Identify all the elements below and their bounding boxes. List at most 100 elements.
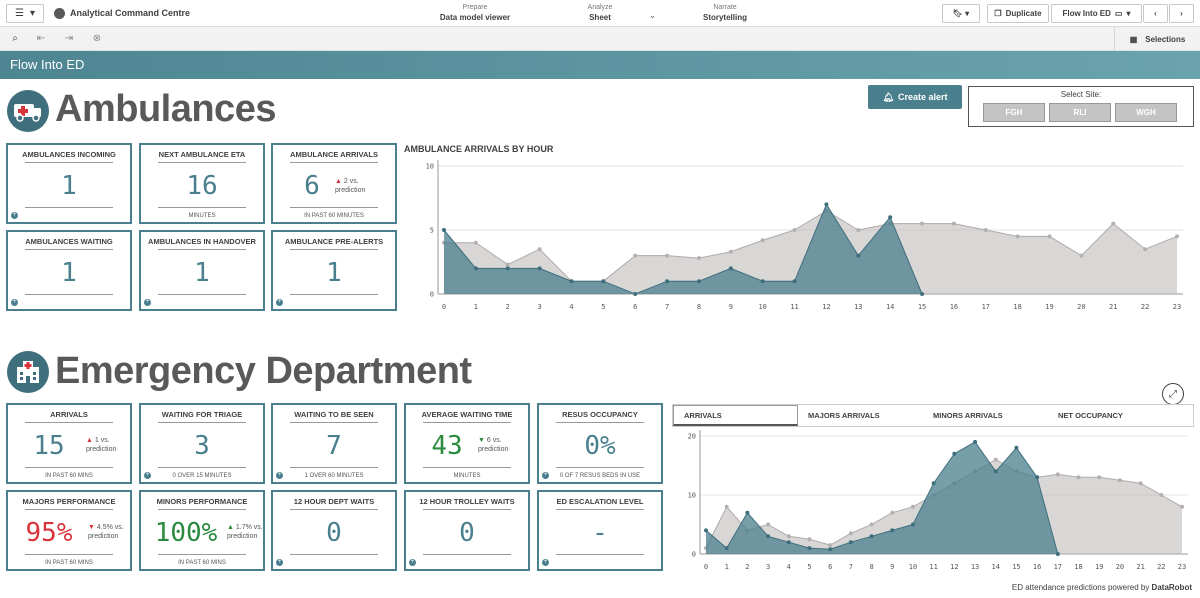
data-point-actual [505,266,510,271]
kpi-waiting-to-be-seen[interactable]: WAITING TO BE SEEN 7 1 OVER 60 MINUTES + [271,403,397,484]
chevron-down-icon: ▾ [29,8,35,19]
data-point-actual [569,279,574,284]
divider [158,467,246,468]
tab-majors-arrivals[interactable]: MAJORS ARRIVALS [808,411,880,420]
plus-icon[interactable]: + [276,299,283,306]
divider [158,422,246,423]
tab-minors-arrivals[interactable]: MINORS ARRIVALS [933,411,1003,420]
kpi-12-hour-dept-waits[interactable]: 12 HOUR DEPT WAITS 0 + [271,490,397,571]
x-tick-label: 4 [787,563,791,571]
kpi-waiting-for-triage[interactable]: WAITING FOR TRIAGE 3 0 OVER 15 MINUTES + [139,403,265,484]
data-point-actual [920,292,925,296]
mode-narrate[interactable]: Narrate Storytelling [672,3,778,24]
divider [158,554,246,555]
data-point-actual [1035,475,1040,480]
data-point-prediction [848,531,853,536]
plus-icon[interactable]: + [542,472,549,479]
mode-analyze[interactable]: Analyze Sheet ⌄ [538,3,662,30]
chevron-down-icon[interactable]: ⌄ [649,11,656,20]
data-point-actual [696,279,701,284]
plus-icon[interactable]: + [11,212,18,219]
duplicate-label: Duplicate [1005,9,1042,18]
plus-icon[interactable]: + [542,559,549,566]
data-point-prediction [1159,493,1164,497]
x-tick-label: 18 [1013,303,1021,311]
data-point-prediction [1180,504,1184,509]
kpi-ambulances-incoming[interactable]: AMBULANCES INCOMING 1 + [6,143,132,224]
plus-icon[interactable]: + [144,299,151,306]
x-tick-label: 9 [729,303,733,311]
divider [556,509,644,510]
divider [25,249,113,250]
site-option-wgh[interactable]: WGH [1115,103,1177,122]
data-point-actual [724,546,729,551]
divider [158,207,246,208]
expand-icon[interactable]: ⤢ [1162,383,1184,405]
step-back-icon[interactable]: ⇤ [36,33,46,44]
previous-sheet-button[interactable]: ‹ [1143,4,1168,23]
x-tick-label: 7 [849,563,853,571]
kpi-title: AMBULANCES WAITING [25,237,113,246]
site-option-rli[interactable]: RLI [1049,103,1111,122]
data-point-prediction [1047,234,1052,239]
kpi-ed-escalation-level[interactable]: ED ESCALATION LEVEL - + [537,490,663,571]
kpi-delta: ▼ 4.5% vs. prediction [88,523,124,541]
plus-icon[interactable]: + [144,472,151,479]
kpi-ambulance-arrivals[interactable]: AMBULANCE ARRIVALS 6 ▲ 2 vs. prediction … [271,143,397,224]
duplicate-button[interactable]: ❐ Duplicate [987,4,1049,23]
site-option-fgh[interactable]: FGH [983,103,1045,122]
data-point-actual [537,266,542,271]
selections-button[interactable]: ▦ Selections [1114,27,1200,51]
data-point-actual [910,522,915,527]
bell-icon: 🔔︎ [882,91,894,102]
kpi-title: MAJORS PERFORMANCE [22,497,116,506]
tab-arrivals[interactable]: ARRIVALS [673,405,798,426]
sheet-selector[interactable]: Flow Into ED ▭ ▾ [1051,4,1142,23]
kpi-title: MINORS PERFORMANCE [156,497,248,506]
plus-icon[interactable]: + [276,472,283,479]
x-tick-label: 16 [950,303,958,311]
kpi-title: AVERAGE WAITING TIME [421,410,513,419]
kpi-12-hour-trolley-waits[interactable]: 12 HOUR TROLLEY WAITS 0 + [404,490,530,571]
data-point-prediction [633,253,638,258]
data-point-prediction [1143,247,1148,252]
plus-icon[interactable]: + [276,559,283,566]
create-alert-button[interactable]: 🔔︎ Create alert [868,85,962,109]
step-forward-icon[interactable]: ⇥ [64,33,74,44]
kpi-ambulances-waiting[interactable]: AMBULANCES WAITING 1 + [6,230,132,311]
plus-icon[interactable]: + [11,299,18,306]
data-point-prediction [1076,475,1081,480]
kpi-value: 1 [61,171,77,201]
x-tick-label: 10 [758,303,766,311]
plus-icon[interactable]: + [409,559,416,566]
kpi-title: AMBULANCE PRE-ALERTS [284,237,384,246]
x-tick-label: 6 [633,303,637,311]
smart-search-icon[interactable]: ⌕ [12,33,18,44]
mode-prepare[interactable]: Prepare Data model viewer [420,3,530,24]
x-tick-label: 21 [1109,303,1117,311]
kpi-minors-performance[interactable]: MINORS PERFORMANCE 100% ▲ 1.7% vs. predi… [139,490,265,571]
kpi-ambulances-in-handover[interactable]: AMBULANCES IN HANDOVER 1 + [139,230,265,311]
app-title: Analytical Command Centre [70,8,191,18]
kpi-ambulance-pre-alerts[interactable]: AMBULANCE PRE-ALERTS 1 + [271,230,397,311]
selection-toolbar: ⌕ ⇤ ⇥ ⊗ ▦ Selections [0,27,1200,51]
data-point-actual [442,228,446,232]
next-sheet-button[interactable]: › [1169,4,1194,23]
kpi-value: 1 [61,258,77,288]
data-point-actual [601,279,606,284]
kpi-average-waiting-time[interactable]: AVERAGE WAITING TIME 43 ▼ 6 vs. predicti… [404,403,530,484]
navigation-menu-button[interactable]: ☰ ▾ [6,4,44,23]
divider [25,509,113,510]
kpi-majors-performance[interactable]: MAJORS PERFORMANCE 95% ▼ 4.5% vs. predic… [6,490,132,571]
kpi-arrivals[interactable]: ARRIVALS 15 ▲ 1 vs. prediction IN PAST 6… [6,403,132,484]
tab-net-occupancy[interactable]: NET OCCUPANCY [1058,411,1123,420]
kpi-resus-occupancy[interactable]: RESUS OCCUPANCY 0% 0 OF 7 RESUS BEDS IN … [537,403,663,484]
kpi-title: AMBULANCE ARRIVALS [290,150,378,159]
data-point-actual [1055,552,1060,556]
data-point-actual [888,215,893,220]
bookmark-button[interactable]: 🔖︎ ▾ [942,4,980,23]
clear-selections-icon[interactable]: ⊗ [92,33,102,44]
kpi-next-ambulance-eta[interactable]: NEXT AMBULANCE ETA 16 MINUTES [139,143,265,224]
